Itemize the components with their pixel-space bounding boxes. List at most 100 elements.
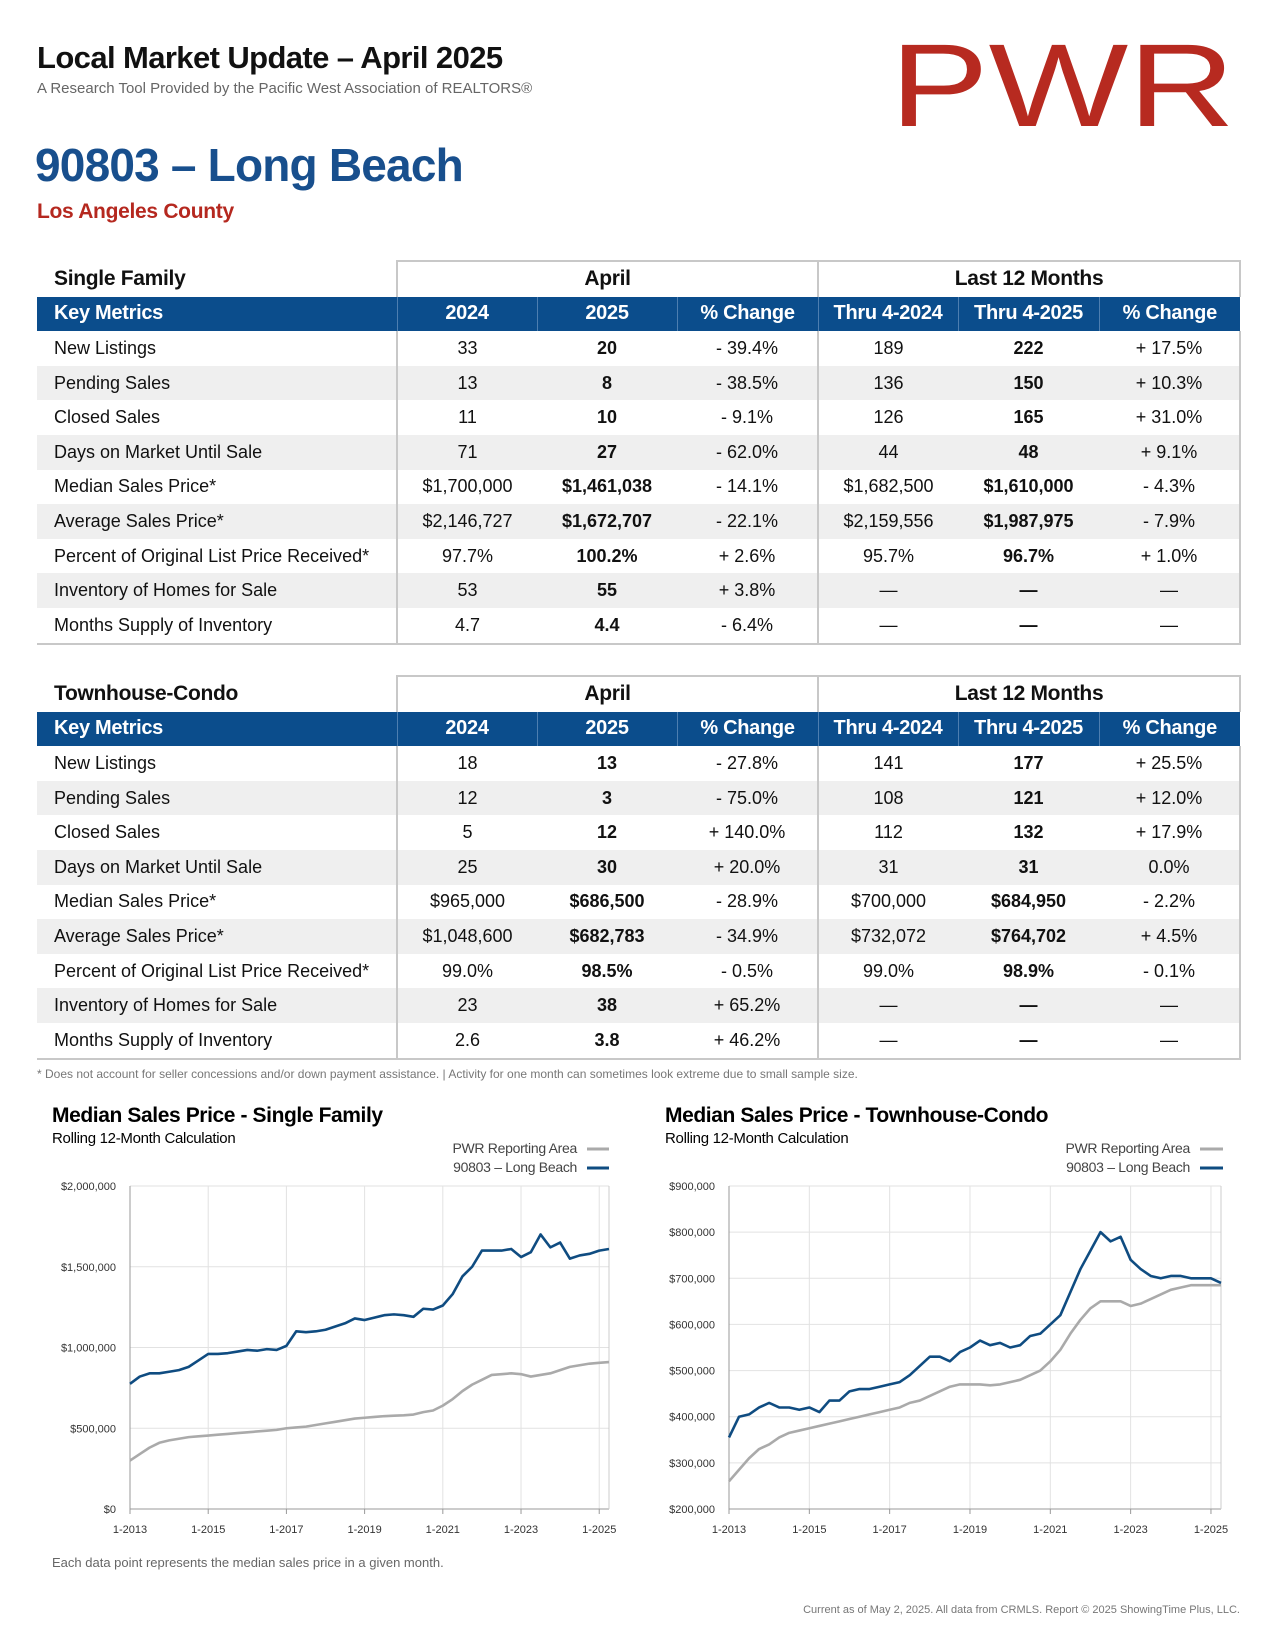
metric-value: 98.5% — [581, 960, 633, 981]
y-tick-label: $1,000,000 — [61, 1343, 116, 1355]
metric-value: — — [1099, 1022, 1242, 1060]
metric-value: - 28.9% — [715, 891, 779, 912]
metric-value: 13 — [396, 365, 537, 401]
legend-label: 90803 – Long Beach — [1066, 1159, 1190, 1175]
metric-value: — — [958, 988, 1100, 1023]
metric-name: New Listings — [54, 752, 157, 773]
metric-value: $965,000 — [396, 884, 537, 920]
metric-value: 98.9% — [1002, 960, 1055, 981]
metric-value: — — [958, 1022, 1100, 1060]
metric-value: 95.7% — [817, 538, 959, 574]
metric-name: Average Sales Price* — [37, 504, 397, 539]
table-row: Months Supply of Inventory 4.7 4.4- 6.4% — —… — [37, 607, 1242, 645]
x-tick-label: 1-2023 — [1113, 1524, 1147, 1536]
column-header: 2024 — [396, 711, 537, 747]
metric-value: 222 — [1013, 337, 1044, 358]
y-tick-label: $500,000 — [70, 1423, 116, 1435]
y-tick-label: $800,000 — [669, 1227, 715, 1239]
table-row: Closed Sales 11 10 - 9.1% 126 165 + 31.0% — [37, 400, 1242, 435]
metric-value: - 0.1% — [1099, 953, 1242, 989]
metric-name: Months Supply of Inventory — [37, 607, 397, 645]
metric-value: 3 — [537, 780, 677, 816]
metric-value: + 4.5% — [1099, 919, 1242, 954]
metric-value: + 17.5% — [1099, 331, 1242, 366]
column-header: 2024 — [396, 296, 537, 332]
metric-value: - 9.1% — [720, 407, 774, 428]
metric-value: — — [817, 988, 959, 1023]
x-tick-label: 1-2015 — [191, 1524, 225, 1536]
table-row: Average Sales Price* $2,146,727 $1,672,707… — [37, 504, 1242, 539]
metric-value: — — [958, 607, 1100, 645]
metric-value: 100.2% — [576, 545, 638, 566]
metric-value: + 46.2% — [677, 1022, 819, 1060]
column-header-row: Key Metrics 2024 2025% Change Thru 4-2024 Th… — [37, 296, 1241, 332]
metric-value: + 31.0% — [1099, 400, 1242, 435]
x-tick-label: 1-2013 — [113, 1524, 147, 1536]
y-tick-label: $1,500,000 — [61, 1262, 116, 1274]
metric-value: $686,500 — [569, 891, 645, 912]
metric-value: 97.7% — [396, 538, 537, 574]
group-header-row: Single Family April Last 12 Months — [37, 260, 1242, 297]
y-tick-label: $700,000 — [669, 1273, 715, 1285]
metric-name: Days on Market Until Sale — [37, 434, 397, 470]
metric-value: $1,461,038 — [561, 476, 653, 497]
metric-value: 53 — [396, 573, 537, 608]
x-tick-label: 1-2023 — [504, 1524, 538, 1536]
metric-value: $2,146,727 — [396, 504, 537, 539]
metric-name: Percent of Original List Price Received* — [54, 960, 370, 981]
legend-label: PWR Reporting Area — [452, 1140, 577, 1156]
table-title: Single Family — [54, 266, 186, 290]
metric-value: 13 — [596, 752, 618, 773]
x-tick-label: 1-2017 — [269, 1524, 303, 1536]
table-row: Closed Sales 5 12 + 140.0% 112 132 + 17.9% — [37, 815, 1242, 850]
metric-value: $684,950 — [990, 891, 1067, 912]
table-row: Percent of Original List Price Received*… — [37, 953, 1242, 989]
metric-value: + 65.2% — [677, 988, 819, 1023]
group-header-row: Townhouse-Condo April Last 12 Months — [37, 675, 1242, 712]
metric-value: 108 — [817, 780, 959, 816]
y-tick-label: $400,000 — [669, 1412, 715, 1424]
group-header: Last 12 Months — [817, 675, 1242, 712]
metric-name: Closed Sales — [54, 822, 161, 843]
metric-name: Inventory of Homes for Sale — [37, 988, 397, 1023]
x-tick-label: 1-2021 — [426, 1524, 460, 1536]
column-header: Thru 4-2024 — [817, 296, 959, 332]
metric-value: 23 — [396, 988, 537, 1023]
metric-name: Median Sales Price* — [54, 476, 217, 497]
metric-value: 4.7 — [396, 607, 537, 645]
metric-value: 27 — [537, 434, 677, 470]
x-tick-label: 1-2015 — [792, 1524, 826, 1536]
metric-name: Days on Market Until Sale — [37, 849, 397, 885]
report-subtitle: A Research Tool Provided by the Pacific … — [37, 80, 533, 97]
metric-value: 141 — [817, 746, 959, 781]
metric-value: + 1.0% — [1099, 538, 1242, 574]
metric-value: — — [1099, 988, 1242, 1023]
metric-value: 71 — [396, 434, 537, 470]
y-tick-label: $0 — [104, 1504, 116, 1516]
table-row: Median Sales Price* $1,700,000 $1,461,038 -… — [37, 469, 1242, 505]
metric-value: 112 — [817, 815, 959, 850]
y-tick-label: $200,000 — [669, 1504, 715, 1516]
column-header: % Change — [1098, 296, 1241, 332]
table-title: Townhouse-Condo — [54, 681, 239, 705]
metric-value: 31 — [958, 849, 1100, 885]
table-row: Pending Sales 13 8- 38.5% 136 150 + 10.3% — [37, 365, 1242, 401]
metric-value: 44 — [817, 434, 959, 470]
x-tick-label: 1-2025 — [1194, 1524, 1228, 1536]
x-tick-label: 1-2019 — [347, 1524, 381, 1536]
metric-value: 48 — [958, 434, 1100, 470]
table-row: Pending Sales 12 3- 75.0% 108 121 + 12.0% — [37, 780, 1242, 816]
metric-value: 30 — [537, 849, 677, 885]
metric-value: — — [1099, 573, 1242, 608]
line-chart: Median Sales Price - Single Family Rollin… — [52, 1104, 616, 1536]
column-header: % Change — [676, 711, 819, 747]
metric-value: 3.8 — [537, 1022, 677, 1060]
metric-value: - 27.8% — [715, 752, 779, 773]
metric-value: 189 — [817, 331, 959, 366]
metric-value: - 39.4% — [715, 337, 779, 358]
metric-value: 99.0% — [817, 953, 959, 989]
metric-value: 10 — [596, 407, 618, 428]
metric-name: Median Sales Price* — [54, 891, 217, 912]
metric-value: 132 — [1013, 822, 1044, 843]
